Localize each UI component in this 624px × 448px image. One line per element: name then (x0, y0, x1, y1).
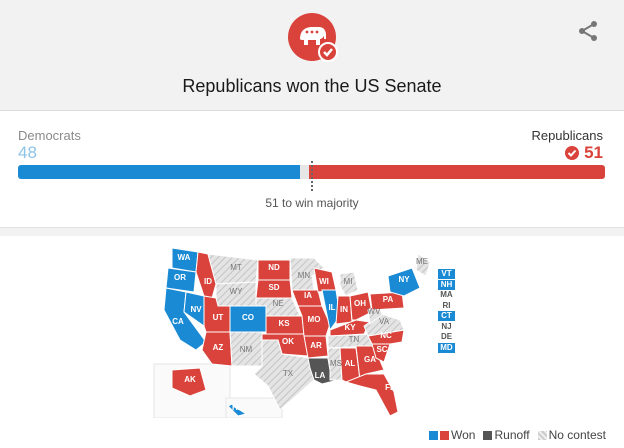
republican-elephant-check-icon (288, 13, 338, 62)
state-or[interactable] (165, 267, 197, 293)
majority-label: 51 to win majority (265, 196, 359, 210)
check-circle-icon (565, 146, 580, 160)
state-label-nm: NM (240, 345, 253, 354)
state-oh[interactable] (349, 291, 373, 321)
state-tx[interactable] (253, 339, 315, 411)
state-label-mt: MT (230, 263, 242, 272)
state-label-ms: MS (330, 359, 342, 368)
republicans-seat-count: 51 (584, 143, 603, 162)
state-label-la: LA (315, 371, 326, 380)
state-label-ky: KY (344, 323, 356, 332)
state-fl[interactable] (344, 373, 399, 417)
democrats-label: Democrats (18, 128, 81, 143)
state-label-ok: OK (282, 337, 294, 346)
legend-runoff: Runoff (483, 428, 530, 442)
state-label-sc: SC (376, 345, 387, 354)
state-label-ar: AR (310, 341, 322, 350)
runoff-swatch (483, 430, 493, 440)
state-label-ne: NE (272, 299, 283, 308)
legend-runoff-label: Runoff (494, 428, 530, 442)
state-label-mi: MI (344, 277, 353, 286)
state-label-mo: MO (308, 315, 321, 324)
state-label-or: OR (174, 273, 186, 282)
state-label-fl: FL (385, 383, 395, 392)
callout-nh[interactable]: NH (438, 279, 455, 290)
state-label-ny: NY (398, 275, 410, 284)
state-il[interactable] (321, 289, 341, 332)
state-label-wa: WA (178, 253, 191, 262)
legend-won: Won (429, 428, 475, 442)
state-label-nv: NV (190, 305, 202, 314)
callout-ri[interactable]: RI (438, 300, 455, 311)
state-label-mn: MN (298, 271, 311, 280)
state-label-ca: CA (172, 317, 184, 326)
republicans-label: Republicans (531, 128, 603, 143)
state-hi[interactable] (227, 403, 248, 417)
state-label-hi: HI (232, 403, 240, 412)
state-me[interactable] (415, 253, 431, 277)
state-label-sd: SD (268, 283, 279, 292)
state-mi[interactable] (339, 271, 359, 297)
state-label-nd: ND (268, 263, 280, 272)
state-ny[interactable] (387, 267, 421, 297)
state-az[interactable] (201, 331, 233, 367)
state-label-in: IN (340, 305, 348, 314)
callout-nj[interactable]: NJ (438, 321, 455, 332)
seat-results: Democrats 48 Republicans 51 51 to win ma… (0, 111, 624, 228)
state-label-il: IL (328, 303, 335, 312)
legend-no-contest-label: No contest (548, 428, 606, 442)
state-label-nc: NC (380, 331, 392, 340)
state-label-co: CO (242, 313, 254, 322)
state-label-ak: AK (184, 375, 196, 384)
callout-vt[interactable]: VT (438, 269, 455, 279)
callout-md[interactable]: MD (438, 342, 455, 353)
state-label-pa: PA (383, 295, 394, 304)
legend-no-contest: No contest (537, 428, 606, 442)
state-label-al: AL (345, 359, 356, 368)
state-label-ga: GA (364, 355, 376, 364)
map-legend: Won Runoff No contest (421, 428, 606, 442)
state-label-wv: WV (368, 307, 382, 316)
republicans-seat-count-wrap: 51 (565, 143, 603, 163)
dem-swatch (429, 430, 439, 440)
state-label-oh: OH (354, 299, 366, 308)
democrats-seat-count: 48 (18, 143, 37, 162)
state-label-ks: KS (278, 319, 290, 328)
header: Republicans won the US Senate (0, 0, 624, 111)
state-label-wy: WY (230, 287, 244, 296)
callout-de[interactable]: DE (438, 332, 455, 342)
state-label-ut: UT (213, 313, 224, 322)
share-icon[interactable] (577, 20, 599, 42)
democrats-bar (18, 165, 300, 179)
majority-marker (311, 161, 313, 191)
state-label-ia: IA (304, 291, 312, 300)
state-label-tx: TX (283, 369, 294, 378)
callout-ma[interactable]: MA (438, 290, 455, 300)
senate-results-map: WA OR CA NV ID MT WY UT CO AZ NM ND SD NE KS OK TX MN IA MO… (153, 247, 431, 418)
headline: Republicans won the US Senate (182, 76, 442, 96)
state-label-az: AZ (213, 343, 224, 352)
state-label-va: VA (379, 317, 390, 326)
republicans-bar (308, 165, 605, 179)
state-label-me: ME (416, 257, 428, 266)
state-ak[interactable] (171, 367, 207, 397)
rep-swatch (440, 430, 450, 440)
state-label-id: ID (204, 277, 212, 286)
legend-won-label: Won (451, 428, 476, 442)
state-label-wi: WI (319, 277, 329, 286)
no-contest-swatch (537, 430, 547, 440)
callout-ct[interactable]: CT (438, 311, 455, 321)
state-label-tn: TN (349, 335, 360, 344)
section-divider (0, 228, 624, 236)
